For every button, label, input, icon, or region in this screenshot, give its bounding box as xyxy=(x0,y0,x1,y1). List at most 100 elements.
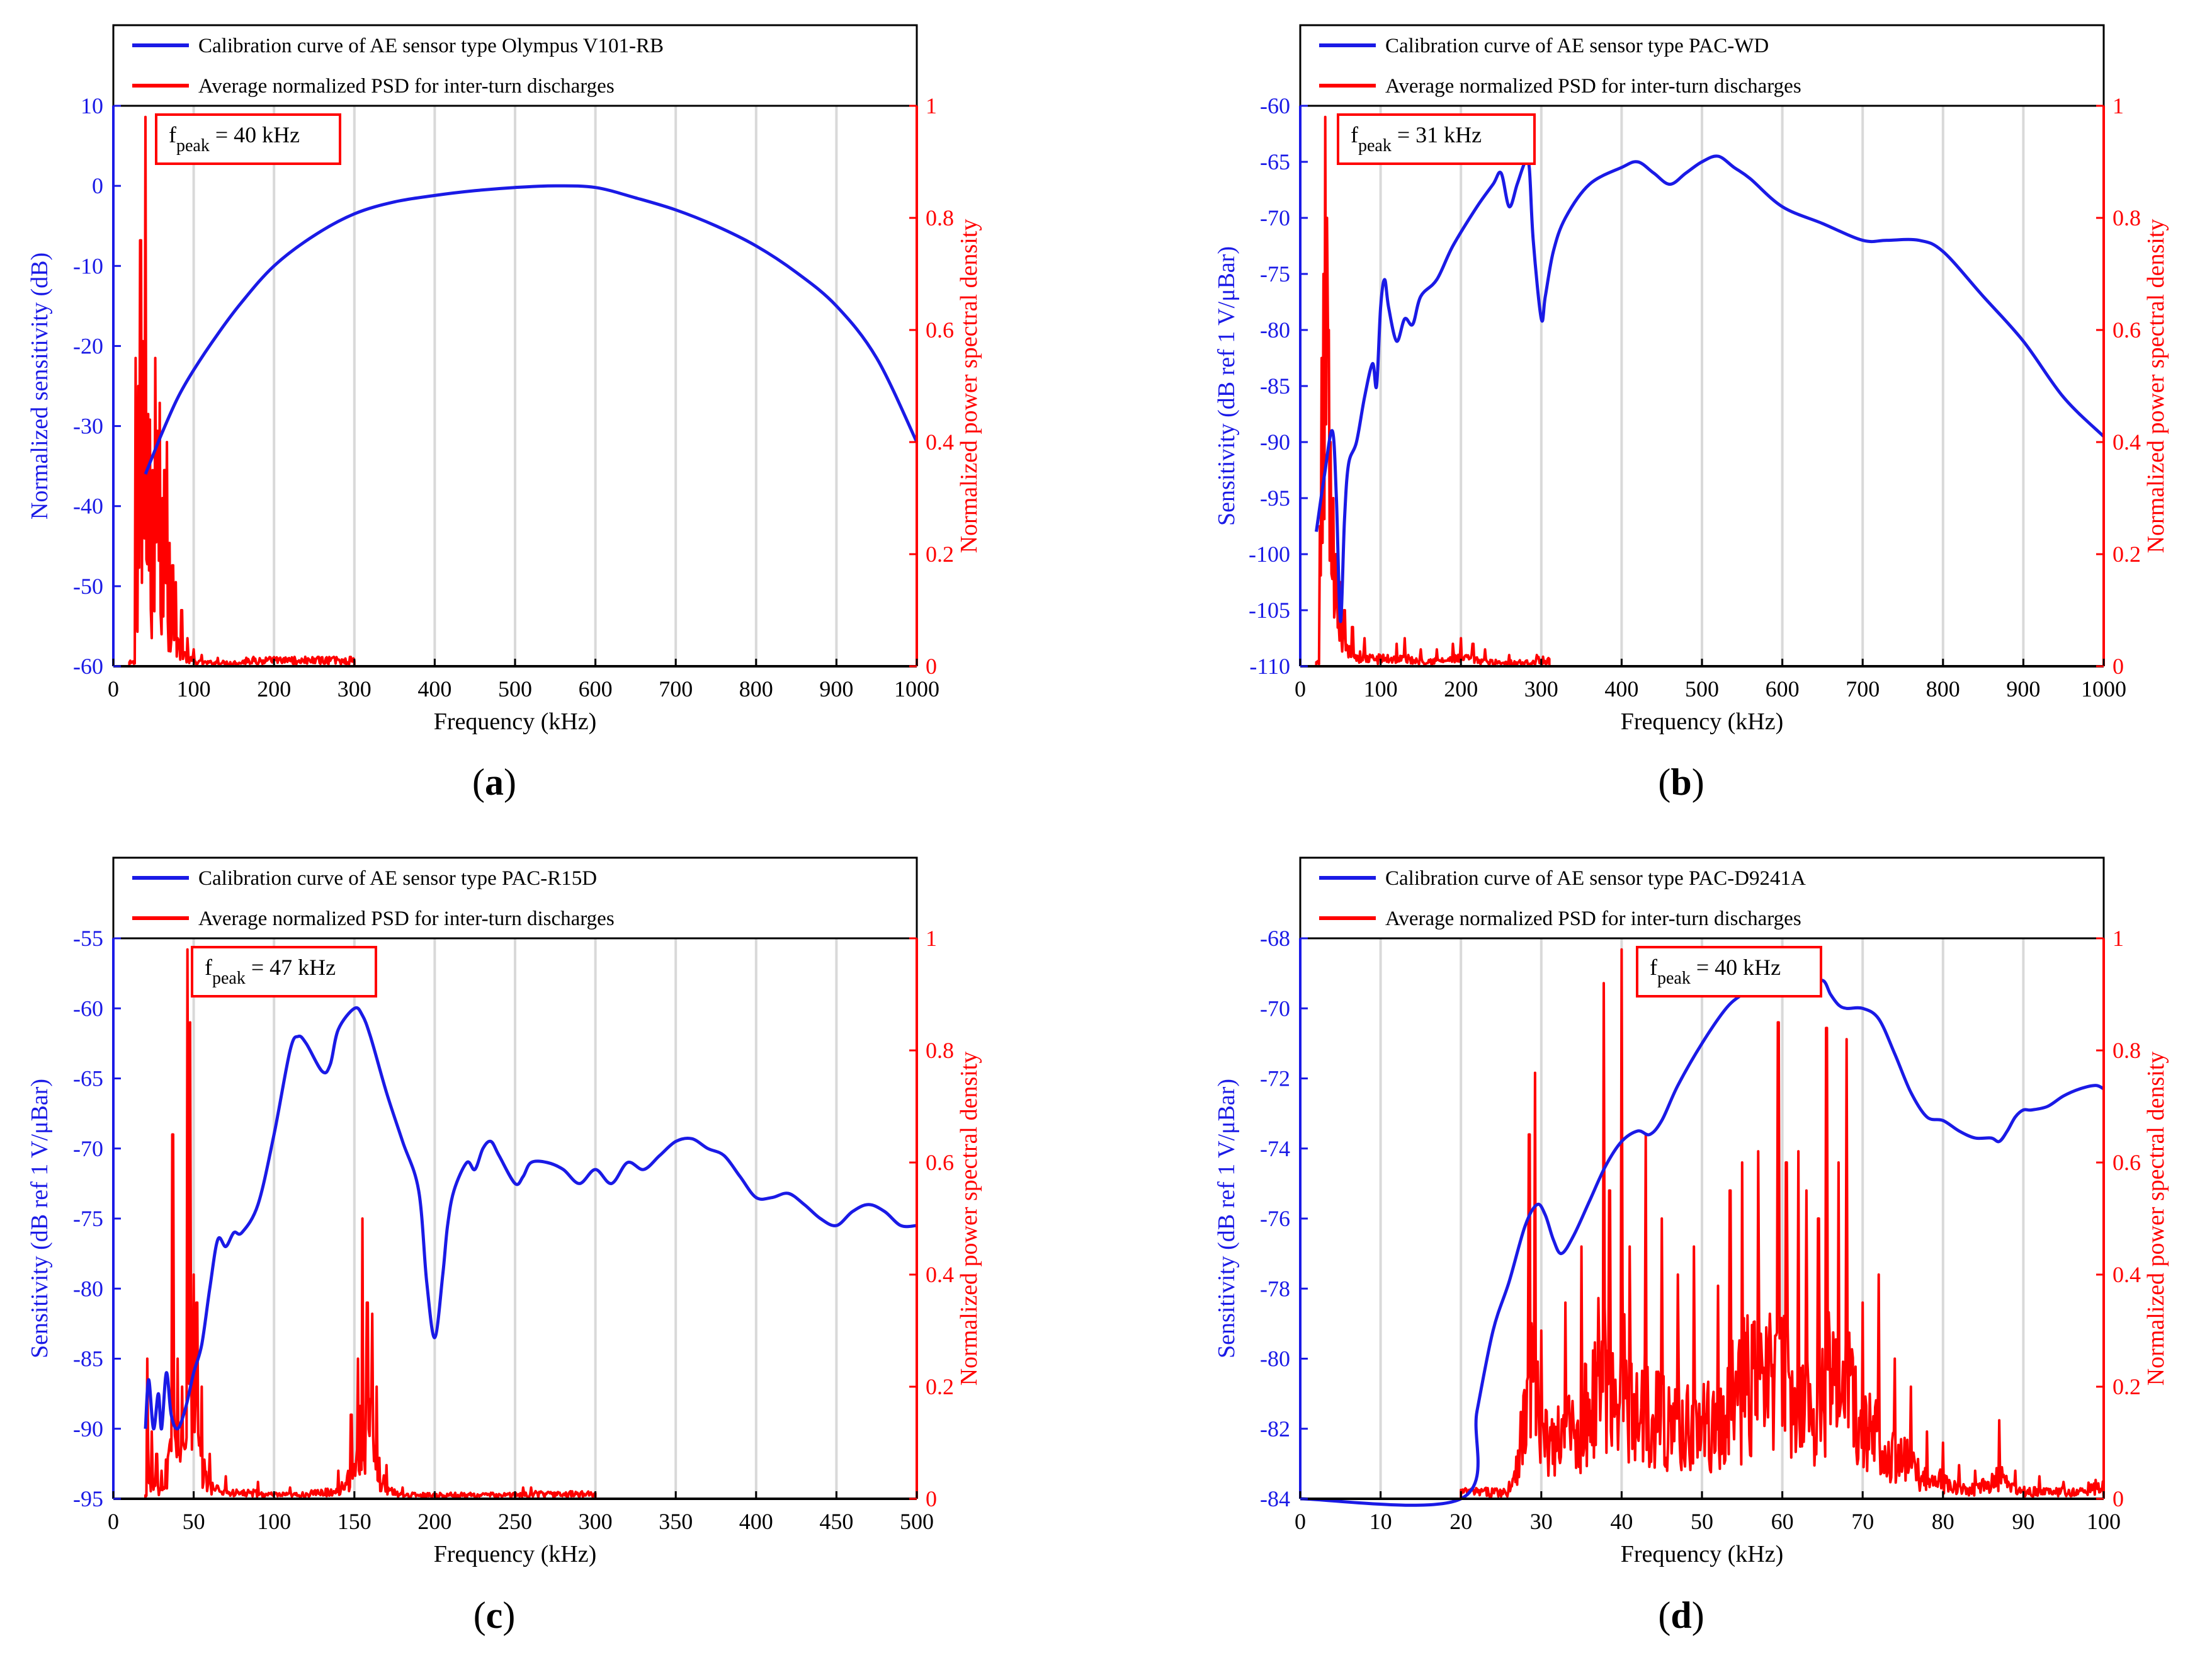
y-left-tick-label: -80 xyxy=(1260,317,1290,343)
legend-label-sensor: Calibration curve of AE sensor type PAC-… xyxy=(198,867,597,890)
peak-annotation: fpeak = 40 kHz xyxy=(1636,946,1822,998)
x-tick-label: 600 xyxy=(1766,676,1800,702)
x-tick-label: 50 xyxy=(1691,1509,1713,1534)
y-left-ticks: 10 0 -10 -20 -30 -40 -50 -60 xyxy=(73,93,121,679)
peak-annotation: fpeak = 47 kHz xyxy=(191,946,377,998)
x-tick-label: 20 xyxy=(1449,1509,1472,1534)
x-tick-label: 800 xyxy=(739,676,773,702)
y-right-ticks: 1 0.8 0.6 0.4 0.2 0 xyxy=(909,926,954,1511)
chart-panel-b: Calibration curve of AE sensor type PAC-… xyxy=(1213,24,2169,803)
y-right-tick-label: 0.2 xyxy=(2113,542,2141,567)
legend-label-sensor: Calibration curve of AE sensor type PAC-… xyxy=(1385,35,1769,57)
x-axis-label: Frequency (kHz) xyxy=(434,1541,597,1567)
x-tick-label: 150 xyxy=(337,1509,372,1534)
x-tick-label: 450 xyxy=(819,1509,853,1534)
y-left-tick-label: -90 xyxy=(1260,429,1290,455)
x-axis-label: Frequency (kHz) xyxy=(1621,1541,1784,1567)
y-right-tick-label: 0.2 xyxy=(926,1374,954,1399)
y-right-ticks: 1 0.8 0.6 0.4 0.2 0 xyxy=(2096,926,2141,1511)
y-right-tick-label: 0 xyxy=(926,1486,937,1511)
y-right-tick-label: 0.4 xyxy=(2113,429,2141,455)
x-tick-label: 300 xyxy=(579,1509,613,1534)
y-left-ticks: -60 -65 -70 -75 -80 -85 -90 -95 -100 -105 -110 xyxy=(1249,93,1308,679)
y-left-axis-label: Sensitivity (dB ref 1 V/μBar) xyxy=(1213,246,1240,526)
y-left-axis-label: Sensitivity (dB ref 1 V/μBar) xyxy=(26,1079,53,1358)
y-left-tick-label: -84 xyxy=(1260,1486,1290,1511)
y-left-tick-label: -105 xyxy=(1249,598,1290,623)
x-tick-label: 700 xyxy=(659,676,693,702)
y-left-tick-label: -65 xyxy=(73,1066,103,1091)
y-left-tick-label: -95 xyxy=(73,1486,103,1511)
x-tick-label: 900 xyxy=(2006,676,2040,702)
x-tick-label: 200 xyxy=(417,1509,451,1534)
y-left-tick-label: -30 xyxy=(73,414,103,439)
y-right-tick-label: 1 xyxy=(926,926,937,951)
y-left-tick-label: 10 xyxy=(81,93,103,118)
y-left-tick-label: -85 xyxy=(1260,373,1290,399)
grid-lines xyxy=(192,106,838,666)
panel-label: (d) xyxy=(1658,1595,1704,1636)
legend-box xyxy=(1299,24,2105,107)
y-right-tick-label: 0 xyxy=(926,654,937,679)
y-right-tick-label: 0 xyxy=(2113,1486,2124,1511)
y-left-ticks: -68 -70 -72 -74 -76 -78 -80 -82 -84 xyxy=(1260,926,1308,1511)
x-tick-label: 400 xyxy=(1604,676,1638,702)
y-left-tick-label: -68 xyxy=(1260,926,1290,951)
y-left-tick-label: -82 xyxy=(1260,1416,1290,1441)
sensor-series-line xyxy=(144,184,919,475)
sensor-series-line xyxy=(1315,154,2105,623)
y-right-axis-label: Normalized power spectral density xyxy=(956,1052,982,1386)
peak-annotation-text: fpeak = 40 kHz xyxy=(169,122,300,156)
y-right-tick-label: 0.8 xyxy=(926,1038,954,1063)
psd-series-line xyxy=(128,115,356,667)
x-tick-label: 100 xyxy=(177,676,211,702)
y-left-tick-label: 0 xyxy=(92,173,103,198)
peak-annotation-box xyxy=(1636,946,1822,998)
y-right-tick-label: 1 xyxy=(926,93,937,118)
x-tick-label: 200 xyxy=(1444,676,1478,702)
x-tick-label: 70 xyxy=(1851,1509,1874,1534)
x-tick-label: 40 xyxy=(1610,1509,1633,1534)
y-left-tick-label: -70 xyxy=(1260,205,1290,230)
peak-annotation-box xyxy=(155,113,341,165)
x-tick-label: 100 xyxy=(257,1509,291,1534)
panel-label: (a) xyxy=(472,761,516,803)
y-left-ticks: -55 -60 -65 -70 -75 -80 -85 -90 -95 xyxy=(73,926,121,1511)
peak-annotation-box xyxy=(191,946,377,998)
y-left-tick-label: -95 xyxy=(1260,486,1290,511)
legend-label-sensor: Calibration curve of AE sensor type PAC-… xyxy=(1385,867,1806,890)
y-right-tick-label: 0.4 xyxy=(926,1262,954,1287)
x-tick-label: 80 xyxy=(1932,1509,1954,1534)
y-left-tick-label: -90 xyxy=(73,1416,103,1441)
y-right-axis-label: Normalized power spectral density xyxy=(2143,1052,2169,1386)
x-tick-label: 60 xyxy=(1771,1509,1794,1534)
peak-annotation: fpeak = 40 kHz xyxy=(155,113,341,165)
y-left-tick-label: -60 xyxy=(73,996,103,1021)
x-tick-label: 100 xyxy=(2087,1509,2121,1534)
y-right-axis-label: Normalized power spectral density xyxy=(2143,219,2169,554)
y-left-tick-label: -80 xyxy=(73,1276,103,1301)
x-ticks: 0 10 20 30 40 50 60 70 80 90 100 xyxy=(1295,1491,2121,1534)
peak-annotation-text: fpeak = 40 kHz xyxy=(1650,955,1781,988)
x-tick-label: 200 xyxy=(257,676,291,702)
x-tick-label: 0 xyxy=(1295,1509,1306,1534)
peak-annotation-text: fpeak = 47 kHz xyxy=(205,955,336,988)
panel-label: (b) xyxy=(1658,761,1704,803)
x-tick-label: 1000 xyxy=(2081,676,2126,702)
y-left-tick-label: -110 xyxy=(1249,654,1290,679)
x-tick-label: 0 xyxy=(108,676,119,702)
x-tick-label: 250 xyxy=(498,1509,532,1534)
y-left-tick-label: -65 xyxy=(1260,149,1290,174)
legend-label-psd: Average normalized PSD for inter-turn di… xyxy=(1385,75,1801,98)
y-left-tick-label: -72 xyxy=(1260,1066,1290,1091)
psd-series-line xyxy=(1460,948,2105,1499)
x-tick-label: 400 xyxy=(417,676,451,702)
x-tick-label: 350 xyxy=(659,1509,693,1534)
y-left-tick-label: -10 xyxy=(73,253,103,278)
x-tick-label: 300 xyxy=(337,676,372,702)
y-left-tick-label: -76 xyxy=(1260,1206,1290,1231)
chart-panel-a: Calibration curve of AE sensor type Olym… xyxy=(26,24,982,803)
x-tick-label: 400 xyxy=(739,1509,773,1534)
peak-annotation: fpeak = 31 kHz xyxy=(1337,113,1536,165)
x-tick-label: 1000 xyxy=(894,676,939,702)
